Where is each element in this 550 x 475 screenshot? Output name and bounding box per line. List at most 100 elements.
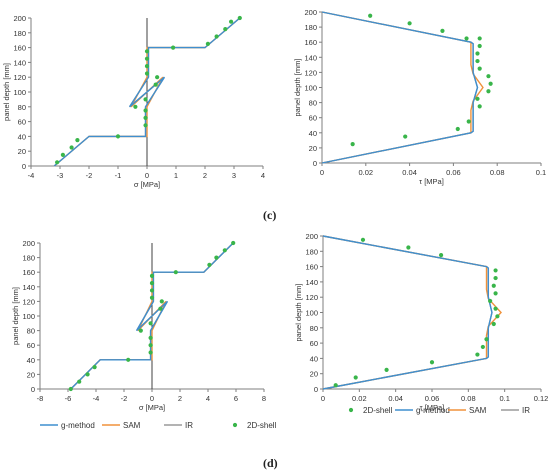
y-tick-label: 160 — [13, 44, 26, 53]
y-tick-label: 40 — [309, 129, 317, 138]
y-tick-label: 20 — [18, 147, 26, 156]
data-point-2d-shell — [149, 273, 155, 278]
y-tick-label: 100 — [13, 88, 26, 97]
y-tick-label: 140 — [305, 278, 318, 287]
data-point-2d-shell — [333, 383, 338, 388]
panel-label-c: (c) — [263, 208, 277, 222]
data-point-2d-shell — [207, 262, 212, 267]
legend-label: 2D-shell — [247, 421, 277, 430]
data-point-2d-shell — [143, 97, 148, 102]
y-tick-label: 180 — [22, 254, 35, 263]
x-tick-label: -4 — [93, 394, 100, 403]
y-tick-label: 80 — [27, 327, 35, 336]
data-point-2d-shell — [477, 104, 482, 109]
data-point-2d-shell — [491, 321, 496, 327]
data-point-2d-shell — [144, 64, 150, 69]
data-point-2d-shell — [466, 119, 471, 124]
data-point-2d-shell — [68, 386, 73, 392]
data-point-2d-shell — [486, 89, 491, 94]
y-tick-label: 140 — [22, 283, 35, 292]
data-point-2d-shell — [159, 299, 164, 304]
series-line-sam — [321, 11, 484, 164]
y-tick-label: 60 — [18, 118, 26, 127]
legend-label: SAM — [469, 406, 487, 415]
data-point-2d-shell — [353, 375, 358, 380]
legend-label: 2D-shell — [363, 406, 393, 415]
data-point-2d-shell — [360, 237, 366, 242]
legend-label: SAM — [123, 421, 141, 430]
data-point-2d-shell — [475, 96, 480, 101]
y-tick-label: 40 — [18, 132, 26, 141]
y-tick-label: 40 — [310, 354, 318, 363]
data-point-2d-shell — [144, 49, 150, 54]
legend-marker-2d-shell — [232, 422, 238, 428]
x-tick-label: 6 — [234, 394, 238, 403]
series-line-g-method — [322, 235, 493, 390]
y-tick-label: 40 — [27, 356, 35, 365]
y-tick-label: 100 — [22, 312, 35, 321]
data-point-2d-shell — [173, 270, 178, 275]
data-point-2d-shell — [491, 283, 496, 288]
x-tick-label: 0.12 — [534, 394, 549, 403]
data-point-2d-shell — [406, 245, 411, 250]
data-point-2d-shell — [143, 108, 148, 113]
data-point-2d-shell — [144, 71, 150, 76]
y-tick-label: 180 — [304, 23, 317, 32]
data-point-2d-shell — [477, 43, 482, 49]
x-tick-label: -2 — [86, 171, 93, 180]
data-point-2d-shell — [60, 152, 65, 157]
data-point-2d-shell — [149, 288, 155, 293]
legend-label: IR — [522, 406, 530, 415]
legend-label: IR — [185, 421, 193, 430]
y-tick-label: 0 — [314, 385, 318, 394]
data-point-2d-shell — [477, 66, 482, 71]
data-point-2d-shell — [148, 350, 153, 355]
y-tick-label: 160 — [304, 38, 317, 47]
data-point-2d-shell — [171, 45, 176, 50]
y-tick-label: 120 — [304, 68, 317, 77]
data-point-2d-shell — [475, 58, 480, 64]
data-point-2d-shell — [484, 337, 489, 342]
x-tick-label: 3 — [232, 171, 236, 180]
y-tick-label: 200 — [305, 232, 318, 241]
y-tick-label: 200 — [304, 8, 317, 17]
y-tick-label: 80 — [309, 99, 317, 108]
y-tick-label: 20 — [310, 370, 318, 379]
data-point-2d-shell — [475, 352, 480, 357]
chart-d-sigma: 0 20 40 60 80 100 120 140 160 180 200 -8 -6 -4 -2 0 2 4 6 8… — [11, 239, 266, 412]
x-tick-label: 0 — [150, 394, 154, 403]
x-axis-label: σ [MPa] — [134, 180, 160, 189]
data-point-2d-shell — [438, 253, 444, 258]
data-point-2d-shell — [464, 36, 469, 41]
data-point-2d-shell — [115, 134, 121, 139]
data-point-2d-shell — [69, 145, 74, 150]
data-point-2d-shell — [148, 335, 153, 340]
data-point-2d-shell — [149, 281, 155, 286]
y-tick-label: 80 — [310, 324, 318, 333]
y-tick-label: 140 — [13, 58, 26, 67]
data-point-2d-shell — [475, 51, 480, 56]
data-point-2d-shell — [429, 360, 435, 365]
x-tick-label: 0 — [321, 394, 325, 403]
data-point-2d-shell — [126, 357, 131, 362]
data-point-2d-shell — [237, 15, 242, 21]
x-tick-label: 4 — [261, 171, 265, 180]
panel-label-d: (d) — [263, 456, 278, 470]
y-tick-label: 180 — [305, 247, 318, 256]
y-axis-label: panel depth [mm] — [2, 63, 11, 121]
data-point-2d-shell — [222, 248, 227, 253]
y-tick-label: 120 — [13, 73, 26, 82]
data-point-2d-shell — [384, 367, 389, 372]
x-tick-label: 4 — [206, 394, 210, 403]
data-point-2d-shell — [480, 344, 485, 350]
y-axis-label: panel depth [mm] — [293, 59, 302, 117]
x-tick-label: 0.06 — [425, 394, 440, 403]
x-tick-label: 0.1 — [536, 168, 546, 177]
data-point-2d-shell — [214, 34, 219, 39]
x-tick-label: -6 — [65, 394, 72, 403]
y-tick-label: 60 — [27, 341, 35, 350]
legend-label: g-method — [416, 406, 450, 415]
data-point-2d-shell — [223, 27, 228, 32]
data-point-2d-shell — [143, 123, 148, 128]
data-point-2d-shell — [440, 28, 445, 33]
